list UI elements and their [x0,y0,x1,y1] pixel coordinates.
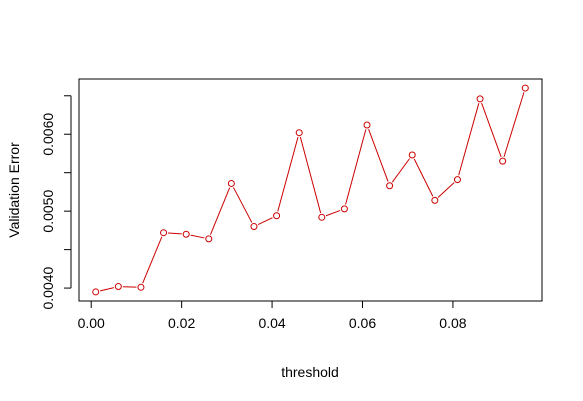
data-point [250,223,258,231]
data-point [295,129,303,137]
data-point [137,283,145,291]
series-line-segment [368,129,389,182]
data-point [182,230,190,238]
series-line-segment [325,209,341,217]
x-tick-label: 0.00 [78,315,105,331]
series-line-segment [99,287,115,292]
data-point [453,176,461,184]
data-point [340,205,348,213]
data-point [408,151,416,159]
y-tick-label: 0.0050 [40,190,56,233]
data-point [431,196,439,204]
data-point [318,213,326,221]
series-line-segment [503,92,525,158]
series-line-segment [413,158,434,197]
series-line-segment [299,136,322,214]
series-line-segment [233,187,253,223]
x-tick-label: 0.02 [168,315,195,331]
series-line-segment [391,158,410,183]
data-point [499,157,507,165]
series-line-segment [142,236,163,284]
series-line-segment [345,129,367,205]
series-line-segment [210,187,231,235]
data-point [114,283,122,291]
data-point [363,121,371,129]
data-point [476,95,484,103]
data-point [227,179,235,187]
x-axis-title: threshold [281,364,339,380]
x-tick-label: 0.04 [258,315,285,331]
series-line-segment [277,136,299,212]
series-points [92,84,529,296]
data-point [521,84,529,92]
data-point [205,235,213,243]
series-line-segment [168,232,182,235]
series-line-segment [190,234,205,239]
series-line-segment [481,102,502,158]
series-line-segment [257,217,273,226]
y-tick-label: 0.0060 [40,113,56,156]
x-tick-label: 0.08 [439,315,466,331]
series-line-segment [458,103,480,176]
x-tick-label: 0.06 [349,315,376,331]
data-point [273,212,281,220]
y-axis-title: Validation Error [6,142,22,238]
x-axis: 0.00 0.02 0.04 0.06 0.08 [78,300,467,331]
y-tick-label: 0.0040 [40,266,56,309]
series-lines [99,92,525,292]
data-point [160,229,168,237]
series-line-segment [437,182,455,198]
data-point [92,288,100,296]
plot-frame [78,78,543,302]
data-point [386,182,394,190]
y-axis: 0.0040 0.0050 0.0060 [40,95,72,309]
